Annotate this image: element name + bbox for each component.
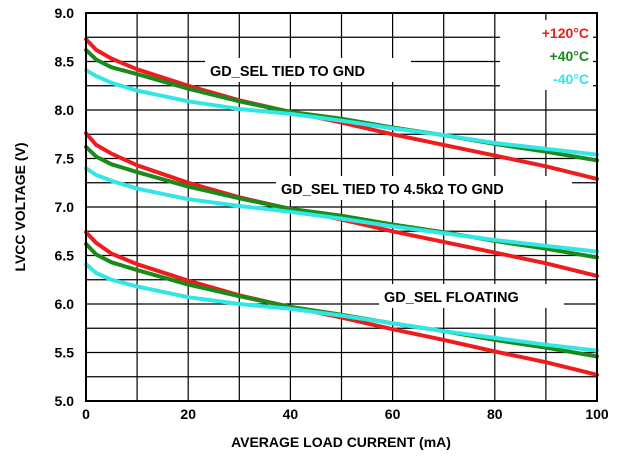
legend-bg: [500, 20, 593, 90]
annotation-bg-4k5: [276, 176, 572, 200]
annotation-gd-sel-tied-to-4k5: GD_SEL TIED TO 4.5kΩ TO GND: [281, 182, 504, 198]
y-tick-label: 9.0: [55, 5, 75, 21]
series-layer: [84, 37, 599, 377]
annotation-gd-sel-floating: GD_SEL FLOATING: [384, 290, 519, 306]
x-tick-label: 20: [180, 406, 196, 422]
series-line-8: [84, 262, 599, 353]
y-tick-label: 5.5: [55, 345, 75, 361]
y-tick-label: 6.0: [55, 296, 75, 312]
plot-frame: [85, 12, 598, 402]
y-tick-label: 8.0: [55, 102, 75, 118]
legend-item-minus40c: -40°C: [553, 71, 589, 87]
y-tick-label: 8.5: [55, 54, 75, 70]
x-tick-label: 0: [82, 406, 90, 422]
annotation-gd-sel-tied-to-gnd: GD_SEL TIED TO GND: [210, 64, 365, 80]
legend-item-120c: +120°C: [542, 25, 589, 41]
x-tick-label: 40: [283, 406, 299, 422]
x-axis-label: AVERAGE LOAD CURRENT (mA): [231, 434, 451, 450]
annotation-bg-gnd: [205, 58, 411, 82]
x-tick-label: 100: [585, 406, 609, 422]
legend-item-40c: +40°C: [550, 48, 589, 64]
y-axis-label: LVCC VOLTAGE (V): [12, 142, 28, 271]
y-axis-ticks: 5.0 5.5 6.0 6.5 7.0 7.5 8.0 8.5 9.0: [55, 5, 75, 409]
y-tick-label: 7.0: [55, 199, 75, 215]
y-tick-label: 6.5: [55, 248, 75, 264]
x-tick-label: 80: [487, 406, 503, 422]
y-tick-label: 5.0: [55, 393, 75, 409]
annotation-bg-floating: [379, 284, 564, 308]
x-tick-label: 60: [385, 406, 401, 422]
x-axis-ticks: 0 20 40 60 80 100: [82, 406, 609, 422]
series-line-5: [84, 166, 599, 254]
series-line-2: [84, 68, 599, 157]
y-tick-label: 7.5: [55, 151, 75, 167]
